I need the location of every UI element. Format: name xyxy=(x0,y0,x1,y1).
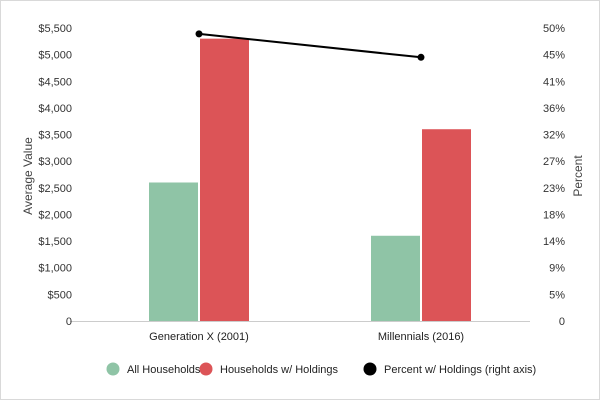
y-tick-label: $3,500 xyxy=(38,130,72,142)
bar-all-households xyxy=(371,235,420,321)
y2-tick-label: 0 xyxy=(559,316,565,328)
legend-label: Households w/ Holdings xyxy=(220,364,339,376)
bar-households-with-holdings xyxy=(200,38,249,322)
category-label: Generation X (2001) xyxy=(149,331,249,343)
y2-tick-label: 41% xyxy=(543,76,565,88)
y-tick-label: $2,000 xyxy=(38,209,72,221)
legend-swatch xyxy=(199,362,213,376)
y-tick-label: $1,000 xyxy=(38,263,72,275)
y-axis-title: Average Value xyxy=(21,137,35,215)
y-tick-label: $4,000 xyxy=(38,103,72,115)
y2-tick-label: 9% xyxy=(549,263,565,275)
y2-tick-label: 14% xyxy=(543,236,565,248)
y-tick-label: $5,000 xyxy=(38,50,72,62)
percent-point xyxy=(417,53,425,61)
y-tick-label: $4,500 xyxy=(38,76,72,88)
y-tick-label: $500 xyxy=(48,289,72,301)
y2-axis-title: Percent xyxy=(571,155,585,197)
y-tick-label: $2,500 xyxy=(38,183,72,195)
y-tick-label: $5,500 xyxy=(38,23,72,35)
y-tick-label: $3,000 xyxy=(38,156,72,168)
y2-tick-label: 27% xyxy=(543,156,565,168)
y2-tick-label: 32% xyxy=(543,130,565,142)
category-label: Millennials (2016) xyxy=(378,331,464,343)
y2-tick-label: 50% xyxy=(543,23,565,35)
legend-label: Percent w/ Holdings (right axis) xyxy=(384,364,536,376)
y2-tick-label: 45% xyxy=(543,50,565,62)
legend-swatch xyxy=(106,362,120,376)
legend-label: All Households xyxy=(127,364,201,376)
y2-tick-label: 18% xyxy=(543,209,565,221)
bar-households-with-holdings xyxy=(422,129,471,321)
y2-tick-label: 23% xyxy=(543,183,565,195)
percent-point xyxy=(195,30,203,38)
bar-all-households xyxy=(149,182,198,321)
y-tick-label: $1,500 xyxy=(38,236,72,248)
legend-swatch xyxy=(363,362,377,376)
y-tick-label: 0 xyxy=(66,316,72,328)
percent-line xyxy=(198,32,422,59)
y2-tick-label: 36% xyxy=(543,103,565,115)
y2-tick-label: 5% xyxy=(549,289,565,301)
